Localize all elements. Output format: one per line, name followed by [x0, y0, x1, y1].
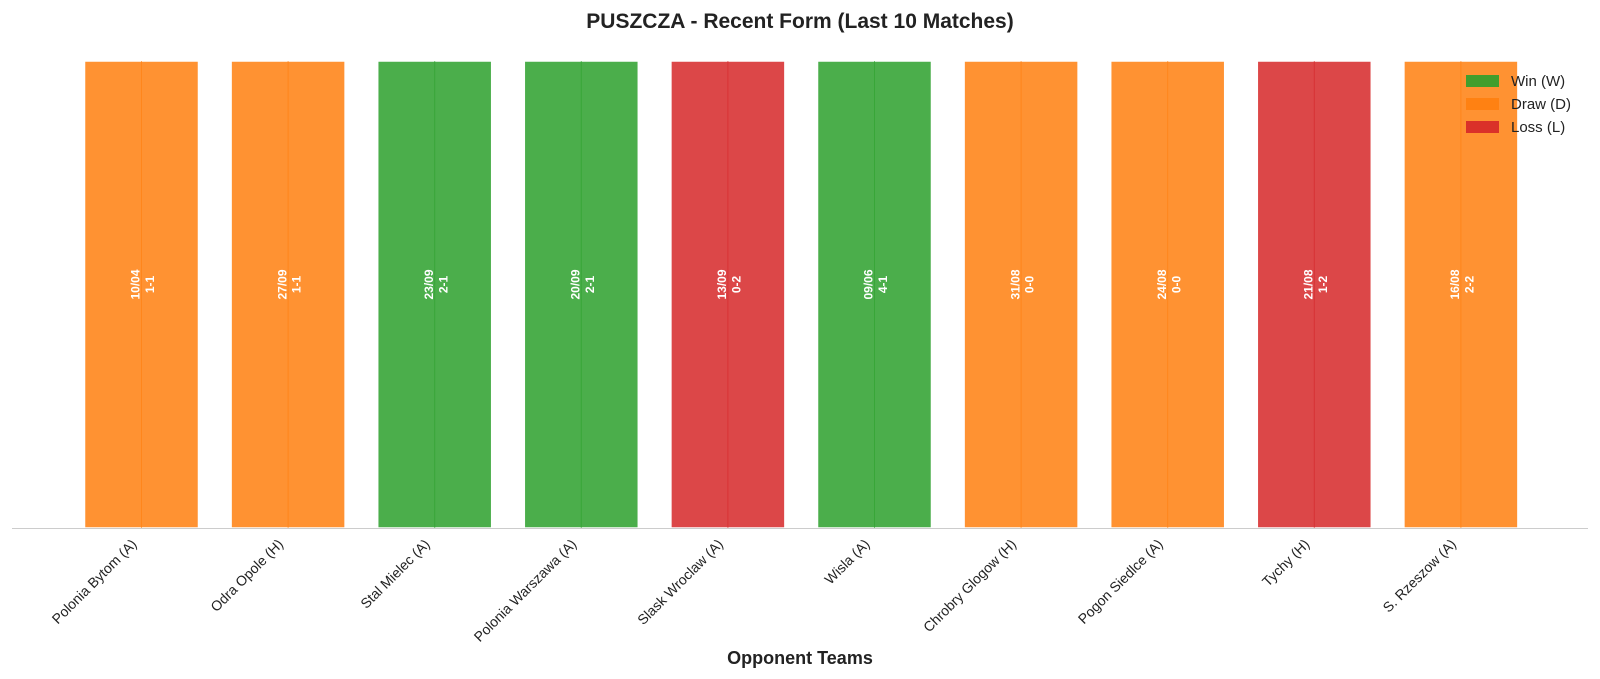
bar-data-label: 24/080-0	[1155, 269, 1183, 299]
bar-data-label: 27/091-1	[275, 269, 303, 299]
match-date: 23/09	[422, 269, 436, 299]
x-tick-label: Stal Mielec (A)	[357, 536, 433, 612]
bar-group: 20/092-1	[523, 60, 640, 529]
legend-label: Draw (D)	[1511, 96, 1571, 113]
match-date: 20/09	[569, 269, 583, 299]
x-tick-label: Odra Opole (H)	[207, 536, 286, 615]
legend-label: Win (W)	[1511, 73, 1565, 90]
match-score: 0-0	[1023, 276, 1037, 294]
chart-title: PUSZCZA - Recent Form (Last 10 Matches)	[586, 10, 1013, 33]
bar-group: 27/091-1	[230, 60, 346, 529]
x-tick-label: Chrobry Glogow (H)	[920, 536, 1019, 635]
x-tick-label: Wisla (A)	[821, 536, 872, 587]
x-tick-label: S. Rzeszow (A)	[1379, 536, 1459, 616]
match-score: 0-0	[1169, 276, 1183, 294]
bar-data-label: 31/080-0	[1008, 269, 1036, 299]
x-tick-label: Polonia Warszawa (A)	[471, 536, 580, 645]
x-tick-labels: Polonia Bytom (A) Odra Opole (H) Stal Miel…	[49, 536, 1459, 645]
bar-group: 13/090-2	[670, 60, 786, 529]
x-tick-label: Polonia Bytom (A)	[49, 536, 140, 627]
legend: Win (W) Draw (D) Loss (L)	[1466, 73, 1571, 136]
match-score: 2-1	[436, 276, 450, 294]
match-score: 1-1	[143, 276, 157, 294]
bar-data-label: 10/041-1	[129, 269, 157, 299]
bar-data-label: 21/081-2	[1302, 269, 1330, 299]
x-tick-label: Tychy (H)	[1259, 536, 1313, 590]
match-score: 1-1	[290, 276, 304, 294]
legend-label: Loss (L)	[1511, 119, 1565, 136]
match-score: 1-2	[1316, 276, 1330, 294]
bar-group: 24/080-0	[1109, 60, 1226, 529]
bar-group: 21/081-2	[1256, 60, 1373, 529]
match-date: 16/08	[1448, 269, 1462, 299]
bar-data-label: 16/082-2	[1448, 269, 1476, 299]
match-date: 31/08	[1008, 269, 1022, 299]
match-date: 21/08	[1302, 269, 1316, 299]
x-tick-label: Slask Wroclaw (A)	[634, 536, 726, 628]
match-date: 24/08	[1155, 269, 1169, 299]
match-date: 13/09	[715, 269, 729, 299]
x-axis-label: Opponent Teams	[727, 648, 873, 668]
bar-data-label: 13/090-2	[715, 269, 743, 299]
legend-item: Win (W)	[1466, 73, 1565, 90]
match-score: 4-1	[876, 276, 890, 294]
match-date: 10/04	[129, 269, 143, 299]
bar-group: 09/064-1	[816, 60, 933, 529]
bar-group: 10/041-1	[83, 60, 200, 529]
x-tick-label: Pogon Siedlce (A)	[1075, 536, 1166, 627]
bar-group: 16/082-2	[1403, 60, 1519, 529]
match-score: 2-1	[583, 276, 597, 294]
legend-item: Draw (D)	[1466, 96, 1571, 113]
match-score: 0-2	[730, 276, 744, 294]
bar-group: 23/092-1	[376, 60, 493, 529]
bar-data-label: 20/092-1	[569, 269, 597, 299]
match-date: 09/06	[862, 269, 876, 299]
legend-swatch	[1466, 121, 1499, 133]
match-date: 27/09	[275, 269, 289, 299]
legend-item: Loss (L)	[1466, 119, 1565, 136]
legend-swatch	[1466, 75, 1499, 87]
legend-swatch	[1466, 98, 1499, 110]
match-score: 2-2	[1463, 276, 1477, 294]
bar-group: 31/080-0	[963, 60, 1079, 529]
bar-data-label: 23/092-1	[422, 269, 450, 299]
bars-group: 10/041-1 27/091-1 23/092-1 20/092-1 13/090-2…	[83, 60, 1519, 529]
bar-data-label: 09/064-1	[862, 269, 890, 299]
